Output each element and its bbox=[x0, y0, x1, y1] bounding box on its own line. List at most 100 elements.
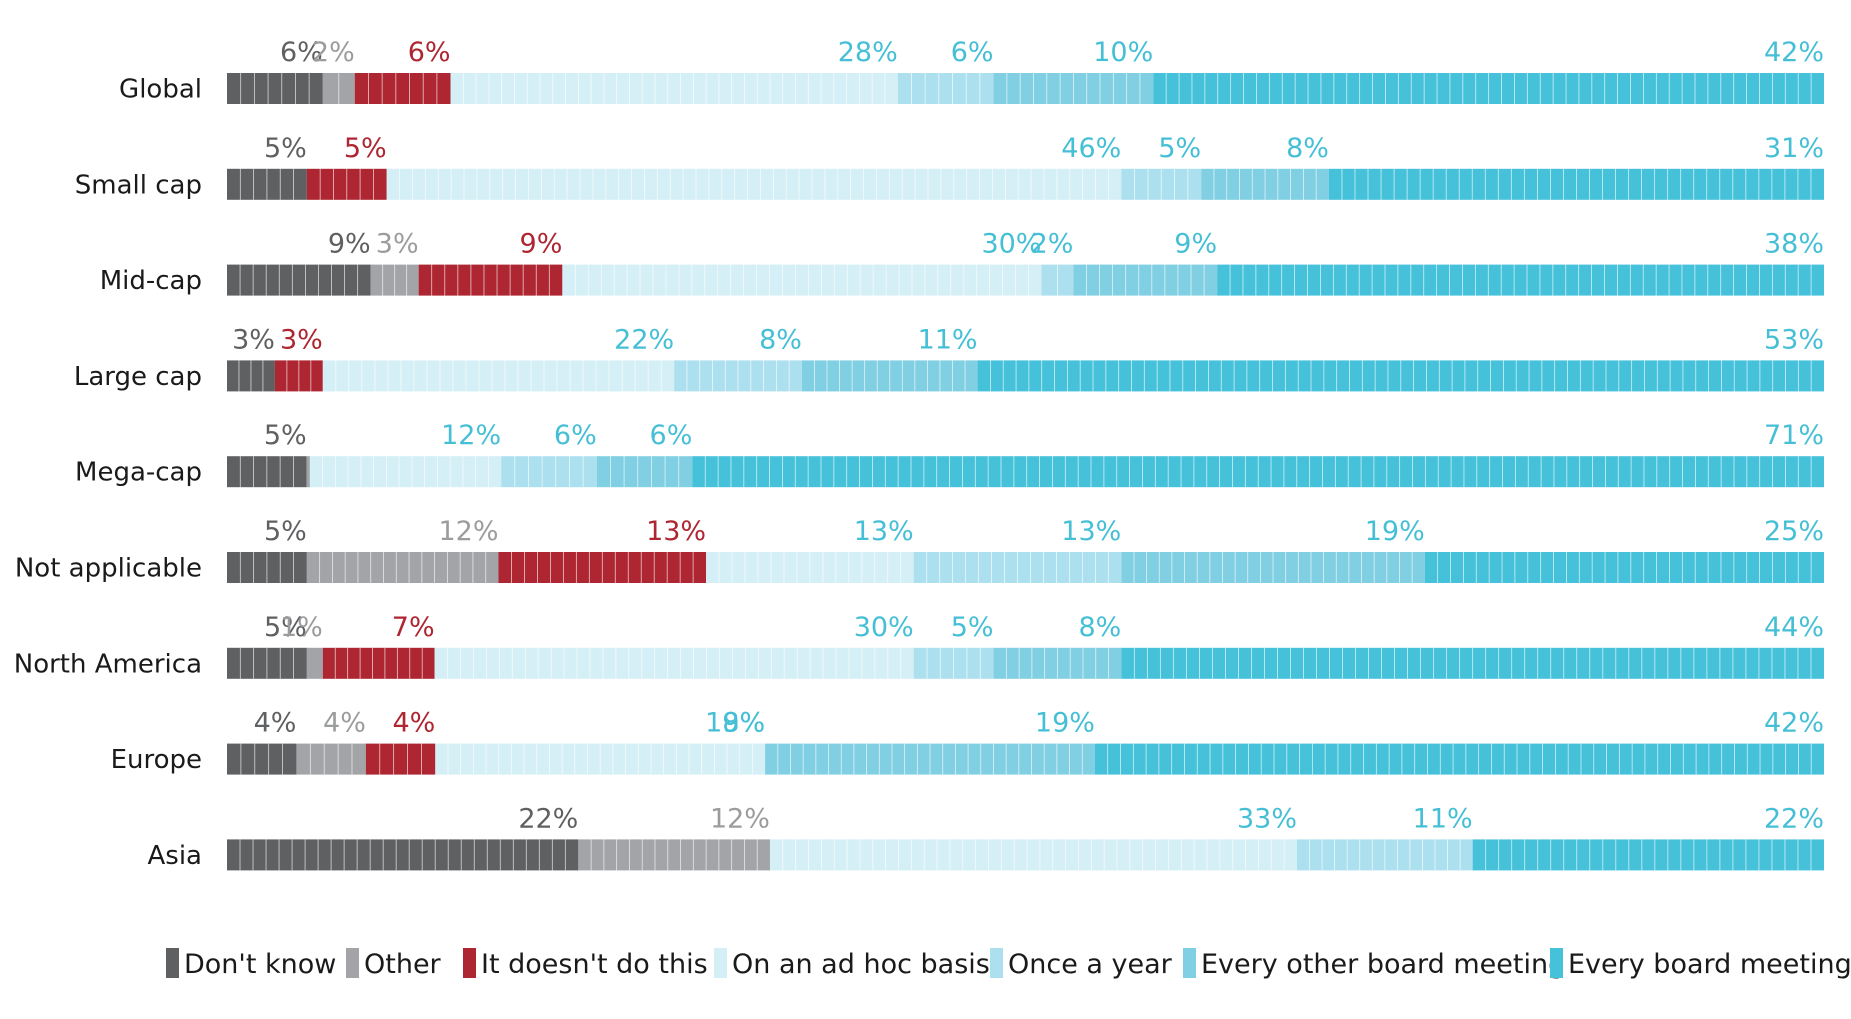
legend-item-don-t-know: Don't know bbox=[166, 948, 336, 980]
legend-swatch-every-board-meeting bbox=[1550, 948, 1563, 978]
value-label-europe-every-other-board-meeting: 19% bbox=[1035, 708, 1095, 739]
value-label-europe-it-doesn-t-do-this: 4% bbox=[392, 708, 435, 739]
bar-europe-other bbox=[296, 743, 366, 775]
legend-swatch-don-t-know bbox=[166, 948, 179, 978]
bar-asia-once-a-year bbox=[1296, 839, 1473, 871]
bar-not-applicable-on-an-ad-hoc-basis bbox=[706, 552, 914, 583]
value-label-mid-cap-other: 3% bbox=[376, 229, 419, 260]
value-label-global-once-a-year: 6% bbox=[951, 37, 994, 68]
category-label-global: Global bbox=[119, 75, 202, 105]
bar-small-cap-once-a-year bbox=[1121, 168, 1202, 200]
legend-label-other: Other bbox=[364, 949, 442, 980]
value-label-small-cap-once-a-year: 5% bbox=[1158, 133, 1201, 164]
bar-north-america-don-t-know bbox=[227, 647, 307, 679]
value-labels-layer: 6%2% 6% 28% 6% 10% 42%5% 5% 46% 5% 8% 31%9% 3% 9% 30%… bbox=[232, 37, 1824, 834]
bar-europe-on-an-ad-hoc-basis bbox=[435, 743, 766, 775]
bar-small-cap-don-t-know bbox=[227, 168, 307, 200]
bar-europe-every-other-board-meeting bbox=[765, 743, 1095, 775]
legend-item-it-doesn-t-do-this: It doesn't do this bbox=[463, 948, 708, 980]
bar-mid-cap-other bbox=[370, 264, 419, 296]
bar-mid-cap-every-board-meeting bbox=[1217, 264, 1824, 296]
bar-large-cap-on-an-ad-hoc-basis bbox=[322, 360, 675, 392]
bar-global-it-doesn-t-do-this bbox=[354, 73, 451, 104]
value-label-small-cap-don-t-know: 5% bbox=[264, 133, 307, 164]
bar-not-applicable-every-other-board-meeting bbox=[1121, 552, 1425, 583]
legend-swatch-other bbox=[346, 948, 359, 978]
value-label-not-applicable-other: 12% bbox=[438, 516, 498, 547]
bar-large-cap-every-other-board-meeting bbox=[801, 360, 978, 392]
value-label-north-america-every-other-board-meeting: 8% bbox=[1078, 612, 1121, 643]
bar-small-cap-every-other-board-meeting bbox=[1201, 168, 1329, 200]
value-label-north-america-it-doesn-t-do-this: 7% bbox=[392, 612, 435, 643]
value-label-north-america-don-t-know: 5% bbox=[264, 612, 307, 643]
bar-not-applicable-it-doesn-t-do-this bbox=[498, 552, 707, 583]
category-labels-layer: Global Small cap Mid-cap Large cap Mega-cap N… bbox=[14, 75, 202, 871]
value-label-north-america-once-a-year: 5% bbox=[951, 612, 994, 643]
bar-large-cap-it-doesn-t-do-this bbox=[274, 360, 323, 392]
bar-global-on-an-ad-hoc-basis bbox=[450, 73, 898, 104]
bar-small-cap-on-an-ad-hoc-basis bbox=[386, 168, 1122, 200]
value-label-not-applicable-don-t-know: 5% bbox=[264, 516, 307, 547]
value-label-mid-cap-every-other-board-meeting: 9% bbox=[1174, 229, 1217, 260]
value-label-asia-other: 12% bbox=[710, 803, 770, 834]
bar-mid-cap-every-other-board-meeting bbox=[1073, 264, 1218, 296]
value-label-mid-cap-it-doesn-t-do-this: 9% bbox=[520, 229, 563, 260]
bars-layer bbox=[227, 73, 1824, 871]
value-label-not-applicable-every-board-meeting: 25% bbox=[1764, 516, 1824, 547]
legend-item-every-board-meeting: Every board meeting bbox=[1550, 948, 1851, 980]
value-label-large-cap-don-t-know: 3% bbox=[232, 324, 275, 355]
legend-item-other: Other bbox=[346, 948, 442, 980]
value-label-not-applicable-every-other-board-meeting: 19% bbox=[1365, 516, 1425, 547]
value-label-small-cap-it-doesn-t-do-this: 5% bbox=[344, 133, 387, 164]
bar-mega-cap-every-board-meeting bbox=[692, 456, 1824, 488]
category-label-not-applicable: Not applicable bbox=[15, 554, 202, 584]
value-label-not-applicable-on-an-ad-hoc-basis: 13% bbox=[854, 516, 914, 547]
legend-swatch-on-an-ad-hoc-basis bbox=[714, 948, 727, 978]
bar-asia-don-t-know bbox=[227, 839, 579, 871]
legend-label-don-t-know: Don't know bbox=[184, 949, 336, 980]
value-label-north-america-other: 1% bbox=[280, 612, 323, 643]
bar-global-every-other-board-meeting bbox=[993, 73, 1154, 104]
bar-mega-cap-on-an-ad-hoc-basis bbox=[309, 456, 502, 488]
value-label-large-cap-every-other-board-meeting: 11% bbox=[918, 324, 978, 355]
value-label-mega-cap-every-board-meeting: 71% bbox=[1764, 420, 1824, 451]
legend: Don't know Other It doesn't do this On an a… bbox=[166, 948, 1851, 980]
bar-mid-cap-on-an-ad-hoc-basis bbox=[562, 264, 1042, 296]
bar-global-don-t-know bbox=[227, 73, 323, 104]
value-label-mid-cap-every-board-meeting: 38% bbox=[1764, 229, 1824, 260]
bar-europe-don-t-know bbox=[227, 743, 297, 775]
bar-small-cap-every-board-meeting bbox=[1328, 168, 1824, 200]
bar-mid-cap-don-t-know bbox=[227, 264, 371, 296]
bar-large-cap-don-t-know bbox=[227, 360, 275, 392]
bar-north-america-every-other-board-meeting bbox=[993, 647, 1122, 679]
bar-mega-cap-don-t-know bbox=[227, 456, 307, 488]
value-label-global-every-other-board-meeting: 10% bbox=[1093, 37, 1153, 68]
category-label-mid-cap: Mid-cap bbox=[100, 266, 202, 296]
legend-swatch-every-other-board-meeting bbox=[1183, 948, 1196, 978]
bar-small-cap-it-doesn-t-do-this bbox=[306, 168, 387, 200]
legend-item-every-other-board-meeting: Every other board meeting bbox=[1183, 948, 1565, 980]
value-label-mid-cap-on-an-ad-hoc-basis: 30% bbox=[981, 229, 1041, 260]
category-label-large-cap: Large cap bbox=[74, 362, 202, 392]
value-label-small-cap-every-other-board-meeting: 8% bbox=[1286, 133, 1329, 164]
value-label-small-cap-on-an-ad-hoc-basis: 46% bbox=[1061, 133, 1121, 164]
bar-global-every-board-meeting bbox=[1153, 73, 1824, 104]
value-label-large-cap-on-an-ad-hoc-basis: 22% bbox=[614, 324, 674, 355]
bar-asia-on-an-ad-hoc-basis bbox=[769, 839, 1297, 871]
bar-europe-every-board-meeting bbox=[1094, 743, 1824, 775]
value-label-europe-on-an-ad-hoc-basis: 19% bbox=[705, 708, 765, 739]
bar-large-cap-every-board-meeting bbox=[977, 360, 1824, 392]
bar-mega-cap-once-a-year bbox=[501, 456, 597, 488]
value-label-europe-don-t-know: 4% bbox=[254, 708, 297, 739]
value-label-large-cap-it-doesn-t-do-this: 3% bbox=[280, 324, 323, 355]
value-label-global-it-doesn-t-do-this: 6% bbox=[408, 37, 451, 68]
value-label-europe-every-board-meeting: 42% bbox=[1764, 708, 1824, 739]
value-label-small-cap-every-board-meeting: 31% bbox=[1764, 133, 1824, 164]
value-label-not-applicable-once-a-year: 13% bbox=[1061, 516, 1121, 547]
bar-asia-other bbox=[578, 839, 770, 871]
bar-mid-cap-it-doesn-t-do-this bbox=[418, 264, 563, 296]
bar-north-america-on-an-ad-hoc-basis bbox=[434, 647, 914, 679]
value-label-asia-once-a-year: 11% bbox=[1413, 803, 1473, 834]
